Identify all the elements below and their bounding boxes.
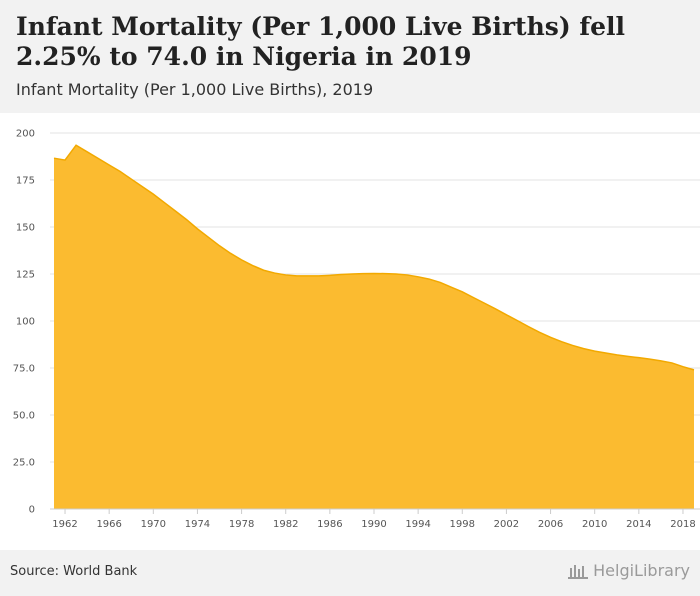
y-tick-label: 125 xyxy=(16,270,35,281)
x-tick-label: 1970 xyxy=(141,519,166,530)
x-tick-label: 1974 xyxy=(185,519,210,530)
page-title: Infant Mortality (Per 1,000 Live Births)… xyxy=(16,12,626,71)
x-tick-label: 1990 xyxy=(361,519,386,530)
brand-name: HelgiLibrary xyxy=(593,561,690,580)
x-tick-label: 1978 xyxy=(229,519,254,530)
x-tick-label: 2006 xyxy=(538,519,563,530)
x-tick-label: 1962 xyxy=(52,519,77,530)
brand-logo[interactable]: HelgiLibrary xyxy=(567,561,690,580)
x-tick-label: 1986 xyxy=(317,519,342,530)
x-tick-label: 1982 xyxy=(273,519,298,530)
x-tick-label: 2018 xyxy=(670,519,695,530)
x-tick-label: 1994 xyxy=(405,519,430,530)
header: Infant Mortality (Per 1,000 Live Births)… xyxy=(0,0,700,113)
y-tick-label: 175 xyxy=(16,176,35,187)
y-tick-label: 150 xyxy=(16,223,35,234)
x-tick-label: 1966 xyxy=(96,519,121,530)
y-tick-label: 100 xyxy=(16,317,35,328)
y-tick-label: 25.0 xyxy=(13,458,35,469)
y-tick-label: 75.0 xyxy=(13,364,35,375)
y-tick-label: 0 xyxy=(29,505,35,516)
y-tick-label: 200 xyxy=(16,129,35,140)
axes: 0 25.0 50.0 75.0 100 125 150 175 200 1962 1966 1970… xyxy=(13,129,700,530)
series-area xyxy=(53,144,695,509)
y-tick-label: 50.0 xyxy=(13,411,35,422)
series-area-fill xyxy=(54,145,694,509)
series-line xyxy=(53,144,695,371)
x-tick-label: 2010 xyxy=(582,519,607,530)
x-tick-label: 1998 xyxy=(450,519,475,530)
x-tick-label: 2002 xyxy=(494,519,519,530)
source-note: Source: World Bank xyxy=(10,564,138,579)
x-tick-label: 2014 xyxy=(626,519,651,530)
chart-subtitle: Infant Mortality (Per 1,000 Live Births)… xyxy=(16,80,374,99)
library-icon xyxy=(568,564,589,579)
